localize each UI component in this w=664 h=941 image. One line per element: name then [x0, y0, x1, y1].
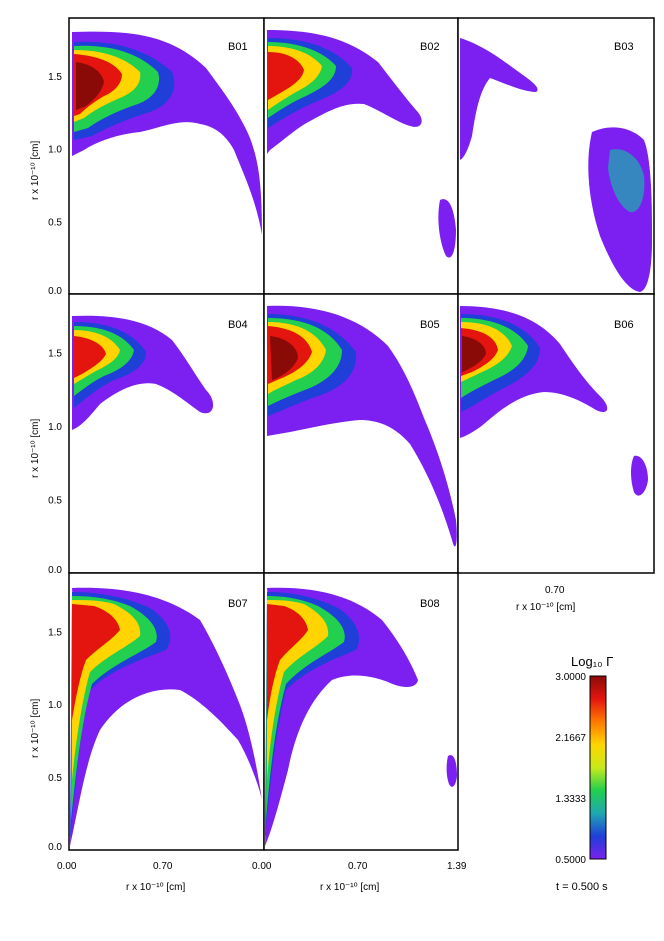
y-tick-label: 0.0 [48, 842, 62, 853]
x-tick-b08-0: 0.00 [252, 861, 272, 872]
panel-label-b06: B06 [614, 319, 634, 331]
y-tick-label: 0.5 [48, 217, 62, 228]
panel-label-b04: B04 [228, 319, 248, 331]
time-label: t = 0.500 s [556, 881, 608, 893]
colorbar: Log₁₀ Γ 3.0000 2.1667 1.3333 0.5000 [555, 654, 613, 866]
colorbar-tick-label: 3.0000 [555, 672, 586, 683]
plume-red-b07 [72, 604, 120, 720]
y-tick-label: 1.5 [48, 627, 62, 638]
y-tick-label: 0.5 [48, 773, 62, 784]
colorbar-tick-label: 0.5000 [555, 855, 586, 866]
colorbar-tick-label: 1.3333 [555, 794, 586, 805]
field-b03 [460, 38, 652, 292]
y-tick-label: 1.0 [48, 422, 62, 433]
y-tick-label: 1.5 [48, 72, 62, 83]
plume-red-b02 [268, 52, 304, 100]
x-axis-title-b07: r x 10⁻¹⁰ [cm] [126, 882, 186, 893]
plume-core-b01 [76, 62, 104, 110]
plume-core-b06 [462, 336, 486, 372]
plume-blob-core-b03 [608, 149, 645, 213]
field-b04 [72, 315, 214, 430]
x-tick-b03-0: 0.70 [545, 585, 565, 596]
panel-label-b08: B08 [420, 598, 440, 610]
y-tick-label: 0.0 [48, 286, 62, 297]
field-b05 [267, 305, 457, 547]
y-tick-label: 1.0 [48, 145, 62, 156]
x-tick-b08-2: 1.39 [447, 861, 467, 872]
x-tick-b07-1: 0.70 [153, 861, 173, 872]
y-axis-title-row3: r x 10⁻¹⁰ [cm] [30, 698, 41, 758]
x-axis-title-b08: r x 10⁻¹⁰ [cm] [320, 882, 380, 893]
colorbar-ticks: 3.0000 2.1667 1.3333 0.5000 [555, 672, 586, 866]
plume-red-b08 [267, 604, 308, 720]
panel-label-b07: B07 [228, 598, 248, 610]
plume-red-b04 [74, 336, 106, 378]
y-tick-label: 0.0 [48, 565, 62, 576]
field-b06 [460, 306, 648, 496]
colorbar-tick-label: 2.1667 [555, 733, 586, 744]
panel-label-b02: B02 [420, 41, 440, 53]
y-axis-title-row1: r x 10⁻¹⁰ [cm] [30, 140, 41, 200]
y-tick-label: 0.5 [48, 496, 62, 507]
field-b07 [70, 587, 262, 846]
colorbar-scale [589, 675, 607, 860]
panel-label-b03: B03 [614, 41, 634, 53]
x-tick-b07-0: 0.00 [57, 861, 77, 872]
y-tick-label: 1.0 [48, 700, 62, 711]
plume-fragment-b06 [631, 455, 648, 496]
panel-label-b01: B01 [228, 41, 248, 53]
y-axis-title-row2: r x 10⁻¹⁰ [cm] [30, 418, 41, 478]
colorbar-title: Log₁₀ Γ [571, 654, 613, 669]
x-tick-b08-1: 0.70 [348, 861, 368, 872]
plume-outer-b03 [460, 38, 538, 160]
plume-fragment-b02 [438, 199, 456, 258]
field-b08 [265, 587, 457, 846]
plume-fragment-b08 [446, 755, 457, 787]
y-axis-ticks: 0.0 0.5 1.0 1.5 0.0 0.5 1.0 1.5 0.0 0.5 1.0 1.5 [48, 72, 62, 853]
field-b01 [72, 31, 262, 236]
x-axis-title-b03: r x 10⁻¹⁰ [cm] [516, 602, 576, 613]
panel-label-b05: B05 [420, 319, 440, 331]
plume-core-b05 [270, 336, 298, 380]
field-b02 [267, 30, 456, 258]
y-tick-label: 1.5 [48, 349, 62, 360]
